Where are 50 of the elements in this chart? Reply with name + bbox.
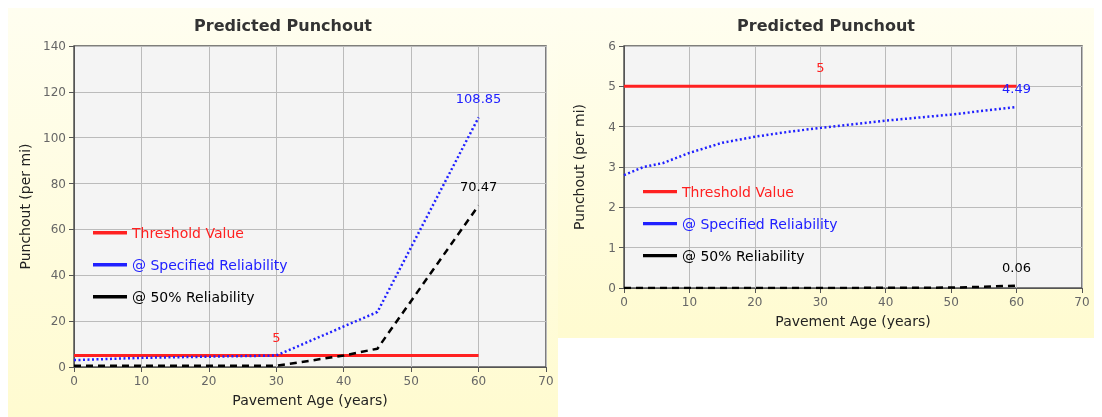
y-tick-label: 1 — [608, 240, 616, 255]
y-tick-label: 2 — [608, 200, 616, 215]
data-label: 70.47 — [459, 179, 498, 195]
y-axis-title: Punchout (per mi) — [571, 103, 587, 231]
chart-title: Predicted Punchout — [194, 15, 373, 35]
x-axis-title: Pavement Age (years) — [232, 392, 388, 408]
y-axis-title: Punchout (per mi) — [17, 143, 34, 270]
y-tick-label: 40 — [50, 268, 66, 283]
y-tick-label: 5 — [608, 79, 616, 94]
legend-label: @ Specified Reliability — [682, 215, 838, 232]
data-label: 108.85 — [455, 91, 502, 107]
x-tick-label: 60 — [1008, 295, 1025, 309]
x-tick-label: 20 — [201, 374, 217, 388]
x-tick-label: 70 — [538, 374, 554, 388]
x-tick-label: 0 — [620, 295, 628, 309]
legend-label: Threshold Value — [681, 183, 794, 200]
data-label: 0.06 — [1002, 259, 1032, 275]
x-tick-label: 40 — [336, 374, 352, 388]
x-tick-label: 70 — [1074, 295, 1090, 309]
chart-title: Predicted Punchout — [737, 15, 916, 35]
x-tick-label: 50 — [403, 374, 419, 388]
y-tick-label: 0 — [608, 281, 616, 295]
legend-label: Threshold Value — [131, 224, 244, 241]
y-tick-label: 80 — [50, 176, 66, 191]
y-tick-label: 3 — [608, 160, 616, 174]
x-axis-title: Pavement Age (years) — [775, 313, 931, 329]
x-tick-label: 40 — [878, 295, 894, 309]
y-tick-label: 60 — [50, 222, 66, 237]
legend-label: @ Specified Reliability — [132, 256, 288, 273]
x-tick-label: 20 — [747, 295, 763, 309]
legend-label: @ 50% Reliability — [682, 247, 805, 264]
y-tick-label: 0 — [58, 360, 66, 374]
y-tick-label: 120 — [43, 84, 66, 99]
data-label: 5 — [272, 329, 281, 345]
data-label: 5 — [816, 60, 825, 76]
y-tick-label: 140 — [43, 39, 66, 53]
x-tick-label: 10 — [681, 295, 698, 309]
x-tick-label: 30 — [812, 295, 828, 309]
y-tick-label: 4 — [608, 119, 616, 134]
y-tick-label: 6 — [608, 39, 616, 53]
x-tick-label: 30 — [268, 374, 284, 388]
y-tick-label: 20 — [50, 314, 66, 329]
x-tick-label: 50 — [943, 295, 959, 309]
legend-label: @ 50% Reliability — [132, 288, 255, 305]
x-tick-label: 60 — [470, 374, 487, 388]
line-series — [72, 204, 480, 368]
x-tick-label: 10 — [133, 374, 150, 388]
data-label: 4.49 — [1002, 80, 1032, 96]
y-tick-label: 100 — [43, 130, 66, 145]
x-tick-label: 0 — [70, 374, 78, 388]
